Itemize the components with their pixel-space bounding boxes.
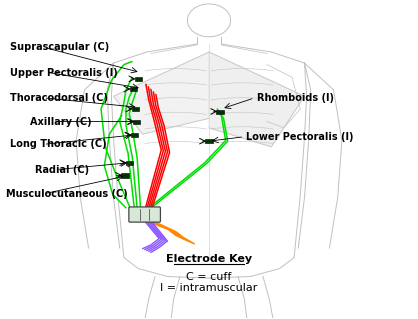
Bar	[133, 120, 140, 124]
Bar	[121, 174, 129, 178]
Text: I = intramuscular: I = intramuscular	[161, 283, 257, 293]
Text: Upper Pectoralis (I): Upper Pectoralis (I)	[10, 68, 117, 78]
Text: Radial (C): Radial (C)	[35, 165, 89, 174]
Text: Musculocutaneous (C): Musculocutaneous (C)	[5, 189, 127, 199]
Bar	[130, 133, 138, 137]
Text: Suprascapular (C): Suprascapular (C)	[10, 42, 109, 52]
Bar	[135, 77, 142, 81]
Polygon shape	[114, 52, 209, 134]
Text: Long Thoracic (C): Long Thoracic (C)	[10, 139, 106, 149]
FancyBboxPatch shape	[129, 207, 161, 222]
Text: Axillary (C): Axillary (C)	[31, 116, 92, 127]
Text: Electrode Key: Electrode Key	[166, 254, 252, 264]
Bar	[205, 139, 213, 143]
Bar	[132, 107, 139, 111]
Text: Lower Pectoralis (I): Lower Pectoralis (I)	[246, 132, 354, 142]
Text: Rhomboids (I): Rhomboids (I)	[257, 93, 334, 103]
Text: Thoracodorsal (C): Thoracodorsal (C)	[10, 93, 108, 103]
Bar	[217, 109, 224, 114]
Text: C = cuff: C = cuff	[186, 272, 232, 282]
Bar	[125, 161, 133, 165]
Bar	[130, 87, 137, 91]
Polygon shape	[209, 52, 304, 147]
